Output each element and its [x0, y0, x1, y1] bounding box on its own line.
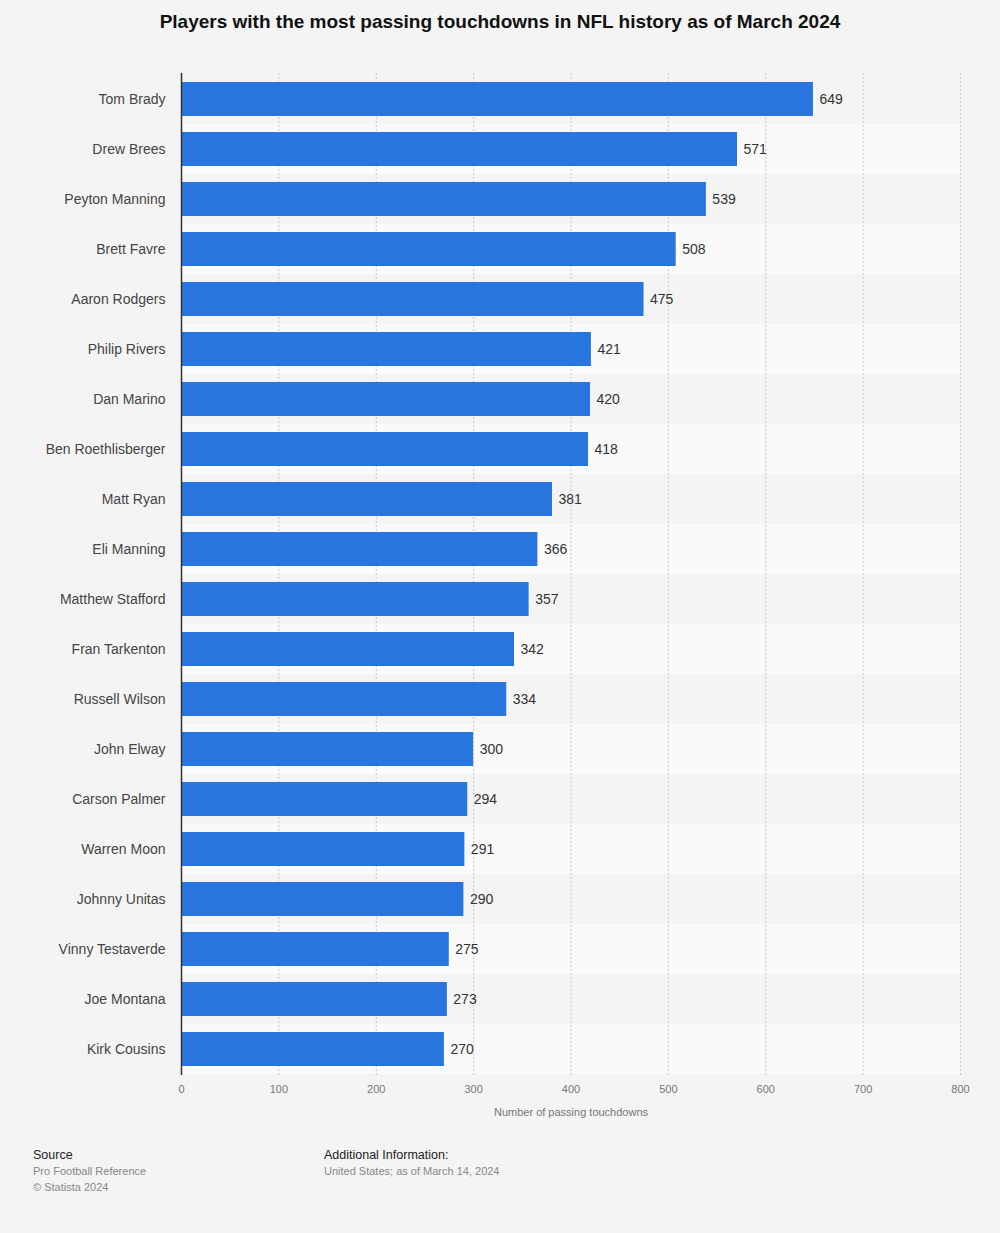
svg-text:300: 300 — [464, 1083, 482, 1095]
svg-text:Philip Rivers: Philip Rivers — [88, 341, 166, 357]
html-text:Players with the most passing: Players with the most passing touchdowns… — [159, 11, 841, 32]
svg-text:273: 273 — [453, 991, 477, 1007]
svg-text:508: 508 — [682, 241, 706, 257]
svg-text:100: 100 — [270, 1083, 288, 1095]
svg-text:Tom Brady: Tom Brady — [99, 91, 166, 107]
svg-text:400: 400 — [562, 1083, 580, 1095]
html-text:Additional Information:: Additional Information: — [324, 1148, 449, 1162]
svg-text:290: 290 — [470, 891, 494, 907]
svg-text:600: 600 — [757, 1083, 775, 1095]
svg-text:291: 291 — [471, 841, 495, 857]
svg-text:700: 700 — [854, 1083, 872, 1095]
svg-text:Fran Tarkenton: Fran Tarkenton — [72, 641, 166, 657]
svg-text:800: 800 — [951, 1083, 969, 1095]
svg-text:300: 300 — [480, 741, 504, 757]
svg-text:418: 418 — [595, 441, 619, 457]
svg-text:Johnny Unitas: Johnny Unitas — [77, 891, 166, 907]
svg-text:421: 421 — [597, 341, 621, 357]
html-text:Source: Source — [33, 1148, 73, 1162]
svg-text:334: 334 — [513, 691, 537, 707]
svg-text:Joe Montana: Joe Montana — [85, 991, 166, 1007]
svg-text:Aaron Rodgers: Aaron Rodgers — [71, 291, 165, 307]
svg-text:Russell Wilson: Russell Wilson — [74, 691, 166, 707]
svg-text:Warren Moon: Warren Moon — [81, 841, 165, 857]
svg-text:Eli Manning: Eli Manning — [92, 541, 165, 557]
svg-text:Brett Favre: Brett Favre — [96, 241, 165, 257]
svg-text:475: 475 — [650, 291, 674, 307]
svg-text:275: 275 — [455, 941, 479, 957]
svg-text:357: 357 — [535, 591, 559, 607]
html-text:© Statista 2024: © Statista 2024 — [33, 1181, 109, 1193]
svg-text:Kirk Cousins: Kirk Cousins — [87, 1041, 166, 1057]
svg-text:Peyton Manning: Peyton Manning — [64, 191, 165, 207]
html-text:Pro Football Reference: Pro Football Reference — [33, 1165, 147, 1177]
svg-text:381: 381 — [558, 491, 582, 507]
svg-text:270: 270 — [450, 1041, 474, 1057]
svg-text:Matthew Stafford: Matthew Stafford — [60, 591, 166, 607]
svg-text:571: 571 — [744, 141, 768, 157]
svg-text:Vinny Testaverde: Vinny Testaverde — [59, 941, 166, 957]
svg-text:Drew Brees: Drew Brees — [92, 141, 165, 157]
svg-text:420: 420 — [596, 391, 620, 407]
svg-text:500: 500 — [659, 1083, 677, 1095]
html-text:United States; as of March 14,: United States; as of March 14, 2024 — [324, 1165, 500, 1177]
svg-text:649: 649 — [819, 91, 843, 107]
svg-text:539: 539 — [712, 191, 736, 207]
svg-text:0: 0 — [178, 1083, 184, 1095]
svg-text:200: 200 — [367, 1083, 385, 1095]
svg-text:Ben Roethlisberger: Ben Roethlisberger — [46, 441, 166, 457]
svg-text:294: 294 — [474, 791, 498, 807]
svg-text:Dan Marino: Dan Marino — [93, 391, 166, 407]
svg-text:342: 342 — [521, 641, 545, 657]
svg-text:Number of passing touchdowns: Number of passing touchdowns — [494, 1106, 649, 1118]
svg-text:366: 366 — [544, 541, 568, 557]
svg-text:Matt Ryan: Matt Ryan — [102, 491, 166, 507]
svg-text:John Elway: John Elway — [94, 741, 166, 757]
svg-text:Carson Palmer: Carson Palmer — [72, 791, 166, 807]
